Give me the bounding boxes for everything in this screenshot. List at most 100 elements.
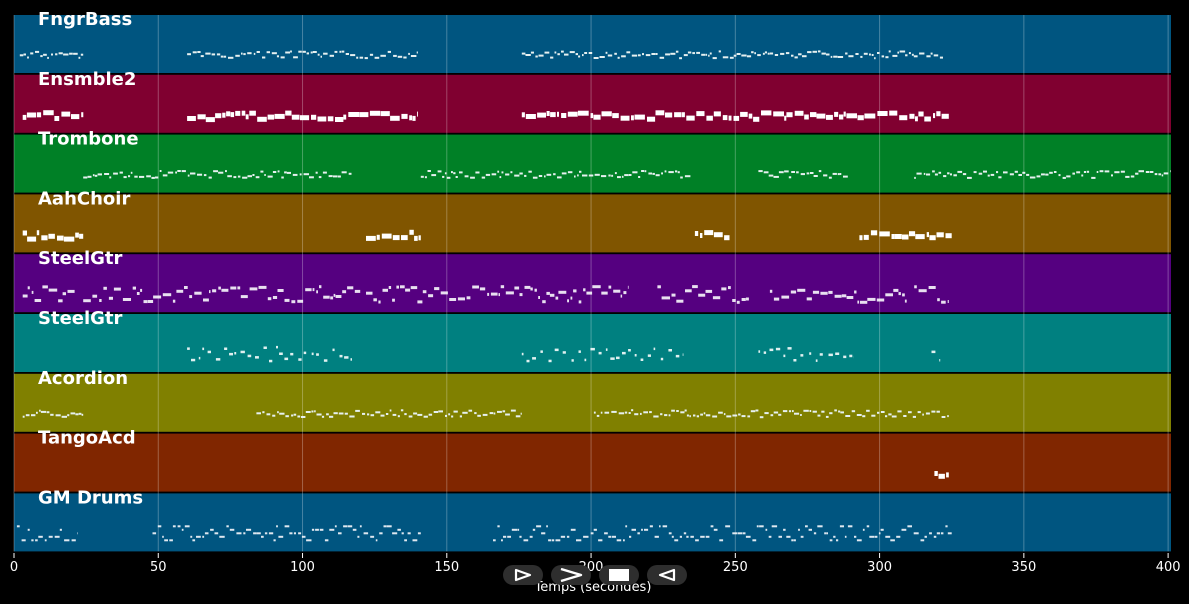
note <box>167 171 174 174</box>
note <box>342 290 347 294</box>
note <box>339 354 343 358</box>
note <box>664 170 667 173</box>
note <box>444 172 447 175</box>
note <box>855 53 859 55</box>
note <box>297 299 304 303</box>
note <box>696 415 699 418</box>
note <box>207 350 211 354</box>
note <box>335 117 344 122</box>
note <box>58 299 63 303</box>
note <box>627 285 629 289</box>
note <box>835 352 840 355</box>
note <box>27 286 30 290</box>
note <box>874 535 878 538</box>
note <box>262 411 265 414</box>
note <box>387 50 391 53</box>
note <box>773 297 780 301</box>
note <box>1014 170 1018 173</box>
note <box>339 50 342 53</box>
note <box>48 233 55 239</box>
track-label: FngrBass <box>38 9 132 30</box>
note <box>577 110 589 116</box>
track-lane <box>14 134 1171 193</box>
note <box>625 525 628 528</box>
note <box>738 413 741 416</box>
note <box>306 539 312 542</box>
note <box>690 535 694 538</box>
note <box>671 535 674 538</box>
note <box>35 539 38 542</box>
note <box>228 56 234 59</box>
note <box>896 535 901 538</box>
note <box>575 53 578 56</box>
note <box>477 414 481 417</box>
note <box>332 348 335 352</box>
note <box>128 175 131 178</box>
note <box>147 300 154 303</box>
note <box>771 525 778 528</box>
note <box>284 298 290 302</box>
note <box>375 411 381 414</box>
note <box>576 539 582 542</box>
note <box>880 528 884 531</box>
note <box>103 286 107 290</box>
note <box>584 52 588 54</box>
note <box>918 289 927 293</box>
note <box>733 54 737 57</box>
note <box>80 53 84 56</box>
note <box>683 54 688 57</box>
note <box>790 290 797 294</box>
note <box>902 234 909 240</box>
note <box>55 414 61 417</box>
note <box>233 176 237 179</box>
note <box>924 535 927 538</box>
note <box>462 411 468 414</box>
note <box>774 54 779 56</box>
note <box>44 539 47 542</box>
note <box>311 410 314 413</box>
note <box>819 353 823 356</box>
note <box>389 409 392 412</box>
note <box>729 56 734 59</box>
note <box>390 115 400 121</box>
note <box>284 525 290 528</box>
note <box>404 413 407 416</box>
note <box>558 290 567 294</box>
stop-button[interactable] <box>599 565 639 585</box>
note <box>459 415 462 418</box>
forward-button[interactable] <box>551 565 591 585</box>
note <box>449 298 457 301</box>
note <box>978 172 983 175</box>
note <box>278 535 284 538</box>
note <box>48 535 53 538</box>
note <box>679 57 682 60</box>
note <box>1099 170 1104 173</box>
track-notes <box>22 229 952 242</box>
note <box>369 53 374 56</box>
note <box>385 413 389 415</box>
note <box>569 51 575 54</box>
note <box>293 532 296 535</box>
note <box>866 525 870 528</box>
rewind-button[interactable] <box>647 565 687 585</box>
note <box>919 52 925 55</box>
note <box>30 52 34 55</box>
note <box>203 298 209 302</box>
note <box>202 535 205 538</box>
note <box>653 415 659 418</box>
play-button[interactable] <box>503 565 543 585</box>
note <box>775 347 781 351</box>
note <box>854 535 857 538</box>
note <box>936 232 944 238</box>
note <box>39 409 41 412</box>
note <box>895 234 902 239</box>
note <box>773 175 779 178</box>
note <box>785 52 790 55</box>
note <box>27 236 37 242</box>
note <box>317 116 327 122</box>
note <box>407 532 411 535</box>
note <box>901 528 907 531</box>
note <box>933 54 939 57</box>
note <box>683 532 687 535</box>
note <box>54 116 60 121</box>
